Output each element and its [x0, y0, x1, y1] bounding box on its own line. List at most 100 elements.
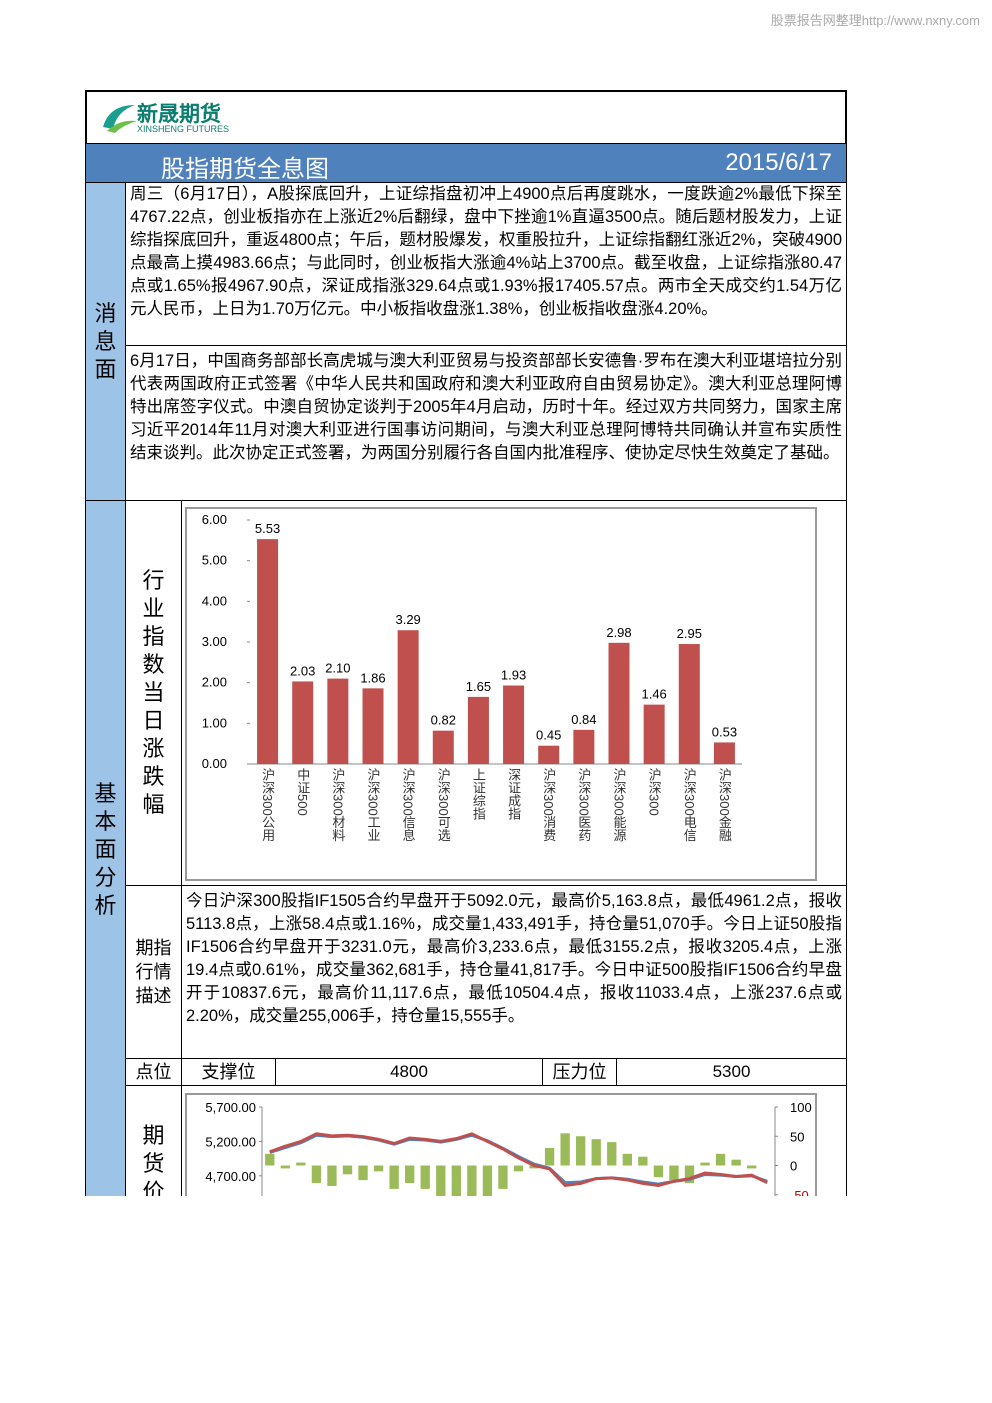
- x-tick-label: 上证综指: [471, 768, 486, 820]
- value-label: 2.10: [325, 661, 350, 676]
- bar: [576, 1136, 586, 1166]
- chart-label: 行业指数当日涨跌幅: [125, 500, 182, 886]
- bar: [451, 1165, 461, 1196]
- bar: [405, 1165, 415, 1184]
- resistance-label: 压力位: [542, 1058, 617, 1086]
- x-tick-label: 沪深300公用: [260, 767, 275, 843]
- x-tick-label: 沪深300: [647, 767, 662, 815]
- x-tick-label: 沪深300材料: [330, 767, 345, 842]
- bar: [358, 1165, 368, 1181]
- value-label: 0.82: [431, 713, 456, 728]
- y-tick-label: 4.00: [202, 593, 227, 608]
- bar: [573, 729, 595, 764]
- bar: [591, 1139, 601, 1166]
- y-tick-label: 0.00: [202, 756, 227, 771]
- bar: [643, 704, 665, 764]
- label: 期指行情描述: [135, 938, 172, 1006]
- x-tick-label: 沪深300医药: [576, 767, 591, 842]
- bar: [715, 1153, 726, 1166]
- date: 2015/6/17: [725, 149, 832, 176]
- x-tick-label: 中证500: [295, 768, 310, 816]
- bar: [669, 1165, 679, 1181]
- y-tick-label: 5,700.00: [205, 1100, 256, 1115]
- bar: [467, 696, 489, 764]
- value-label: 0.45: [536, 728, 561, 743]
- fund-label: 基本面分析: [85, 500, 126, 1196]
- bar: [713, 742, 735, 764]
- value-label: 3.29: [395, 612, 420, 627]
- x-tick-label: 深证成指: [506, 768, 521, 820]
- value-label: 2.95: [677, 626, 702, 641]
- bar: [622, 1153, 632, 1166]
- bar: [560, 1133, 570, 1166]
- value-label: 2.98: [606, 625, 631, 640]
- value-label: 2.03: [290, 663, 315, 678]
- y-tick-label: 2.00: [202, 675, 227, 690]
- y-tick-label: 5,200.00: [205, 1134, 256, 1149]
- bar: [638, 1156, 648, 1166]
- bar: [292, 681, 314, 764]
- resistance: 5300: [616, 1058, 847, 1086]
- levels-label: 点位: [125, 1058, 182, 1086]
- chart-frame: [185, 507, 817, 881]
- doc: 新晟期货 XINSHENG FUTURES 股指期货全息图 2015/6/17 …: [85, 90, 847, 1196]
- line: [269, 1132, 768, 1188]
- bar: [257, 539, 279, 764]
- watermark: 股票报告网整理http://www.nxny.com: [770, 13, 980, 28]
- bar: [608, 642, 630, 764]
- title-bar: 股指期货全息图 2015/6/17: [85, 143, 847, 183]
- value-label: 1.86: [360, 670, 385, 685]
- label: 期货价: [142, 1123, 165, 1196]
- bar: [538, 745, 560, 764]
- bar: [467, 1165, 477, 1196]
- label: 行业指数当日涨跌幅: [142, 568, 165, 817]
- bar: [482, 1165, 493, 1196]
- bar: [265, 1153, 275, 1166]
- bar: [700, 1162, 710, 1166]
- logo-icon: [103, 105, 137, 133]
- bar: [731, 1159, 741, 1166]
- bar: [389, 1165, 399, 1189]
- description: 今日沪深300股指IF1505合约早盘开于5092.0元，最高价5,163.8点…: [181, 885, 847, 1059]
- y2-tick-label: -50: [790, 1188, 809, 1196]
- bar: [420, 1165, 430, 1189]
- news-p1: 周三（6月17日），A股探底回升，上证综指盘初冲上4900点后再度跳水，一度跌逾…: [125, 182, 847, 346]
- chart-frame: [185, 1093, 817, 1196]
- y2-tick-label: 100: [790, 1100, 812, 1115]
- logo-cn: 新晟期货: [137, 103, 221, 126]
- news-label: 消息面: [85, 182, 126, 501]
- title: 股指期货全息图: [161, 156, 329, 183]
- bar: [432, 730, 454, 764]
- label: 消息面: [94, 300, 117, 382]
- bar: [327, 678, 349, 764]
- bar: [503, 685, 525, 764]
- bar: [296, 1162, 306, 1166]
- bar: [747, 1165, 757, 1169]
- y-tick-label: 4,700.00: [205, 1169, 256, 1184]
- value-label: 1.65: [466, 679, 491, 694]
- charts: 0.00 1.00 2.00 3.00 4.00 5.00 6.00 5.53 沪深300公用 2…: [185, 507, 817, 1196]
- y-tick-label: 1.00: [202, 715, 227, 730]
- y-tick-label: 3.00: [202, 634, 227, 649]
- support-label: 支撑位: [181, 1058, 276, 1086]
- bar: [607, 1142, 617, 1166]
- bar: [311, 1165, 322, 1184]
- bar: [513, 1165, 524, 1172]
- bar: [327, 1165, 337, 1186]
- bar: [362, 688, 384, 764]
- x-tick-label: 沪深300电信: [682, 767, 697, 842]
- bar: [436, 1165, 446, 1196]
- x-tick-label: 沪深300金融: [717, 767, 732, 842]
- value-label: 0.53: [712, 724, 737, 739]
- value-label: 0.84: [571, 712, 596, 727]
- value-label: 1.93: [501, 668, 526, 683]
- bar: [342, 1165, 353, 1175]
- bar: [678, 644, 700, 764]
- value-label: 1.46: [641, 687, 666, 702]
- value-label: 5.53: [255, 521, 280, 536]
- x-tick-label: 沪深300信息: [401, 767, 416, 842]
- x-tick-label: 沪深300可选: [436, 767, 451, 843]
- bar: [397, 630, 419, 764]
- support: 4800: [275, 1058, 543, 1086]
